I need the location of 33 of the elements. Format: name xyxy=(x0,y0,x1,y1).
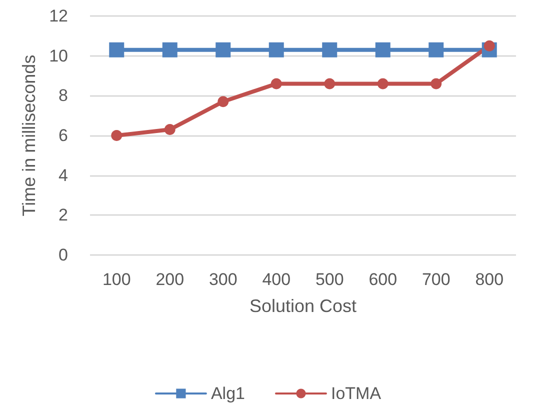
x-tick-label: 700 xyxy=(422,270,450,289)
x-tick-label: 300 xyxy=(208,270,238,289)
point xyxy=(216,42,231,58)
y-axis-title: Time in milliseconds xyxy=(19,54,40,216)
x-tick-label: 600 xyxy=(368,270,398,289)
x-axis-title: Solution Cost xyxy=(249,296,357,316)
point xyxy=(430,78,442,90)
point xyxy=(164,124,176,136)
point xyxy=(377,78,388,90)
legend-label: Alg1 xyxy=(210,384,245,403)
point xyxy=(111,130,122,141)
point xyxy=(162,42,178,58)
point xyxy=(324,78,336,90)
point xyxy=(268,42,284,58)
y-tick-label: 4 xyxy=(58,166,68,185)
point xyxy=(109,42,124,58)
y-tick-label: 12 xyxy=(49,6,68,26)
y-tick-label: 0 xyxy=(58,246,68,264)
x-tick-label: 400 xyxy=(262,270,291,289)
y-tick-label: 8 xyxy=(58,86,68,106)
y-tick-label: 6 xyxy=(58,126,68,145)
x-tick-label: 200 xyxy=(156,270,184,289)
point xyxy=(375,42,390,58)
y-tick-label: 10 xyxy=(49,46,68,66)
legend-label: IoTMA xyxy=(330,384,382,403)
x-tick-label: 500 xyxy=(315,270,344,289)
x-tick-label: 800 xyxy=(475,270,504,289)
y-tick-label: 2 xyxy=(58,206,68,225)
point xyxy=(218,96,229,108)
x-tick-label: 100 xyxy=(102,270,131,289)
point xyxy=(428,42,444,58)
point xyxy=(270,78,282,90)
point xyxy=(322,42,338,58)
